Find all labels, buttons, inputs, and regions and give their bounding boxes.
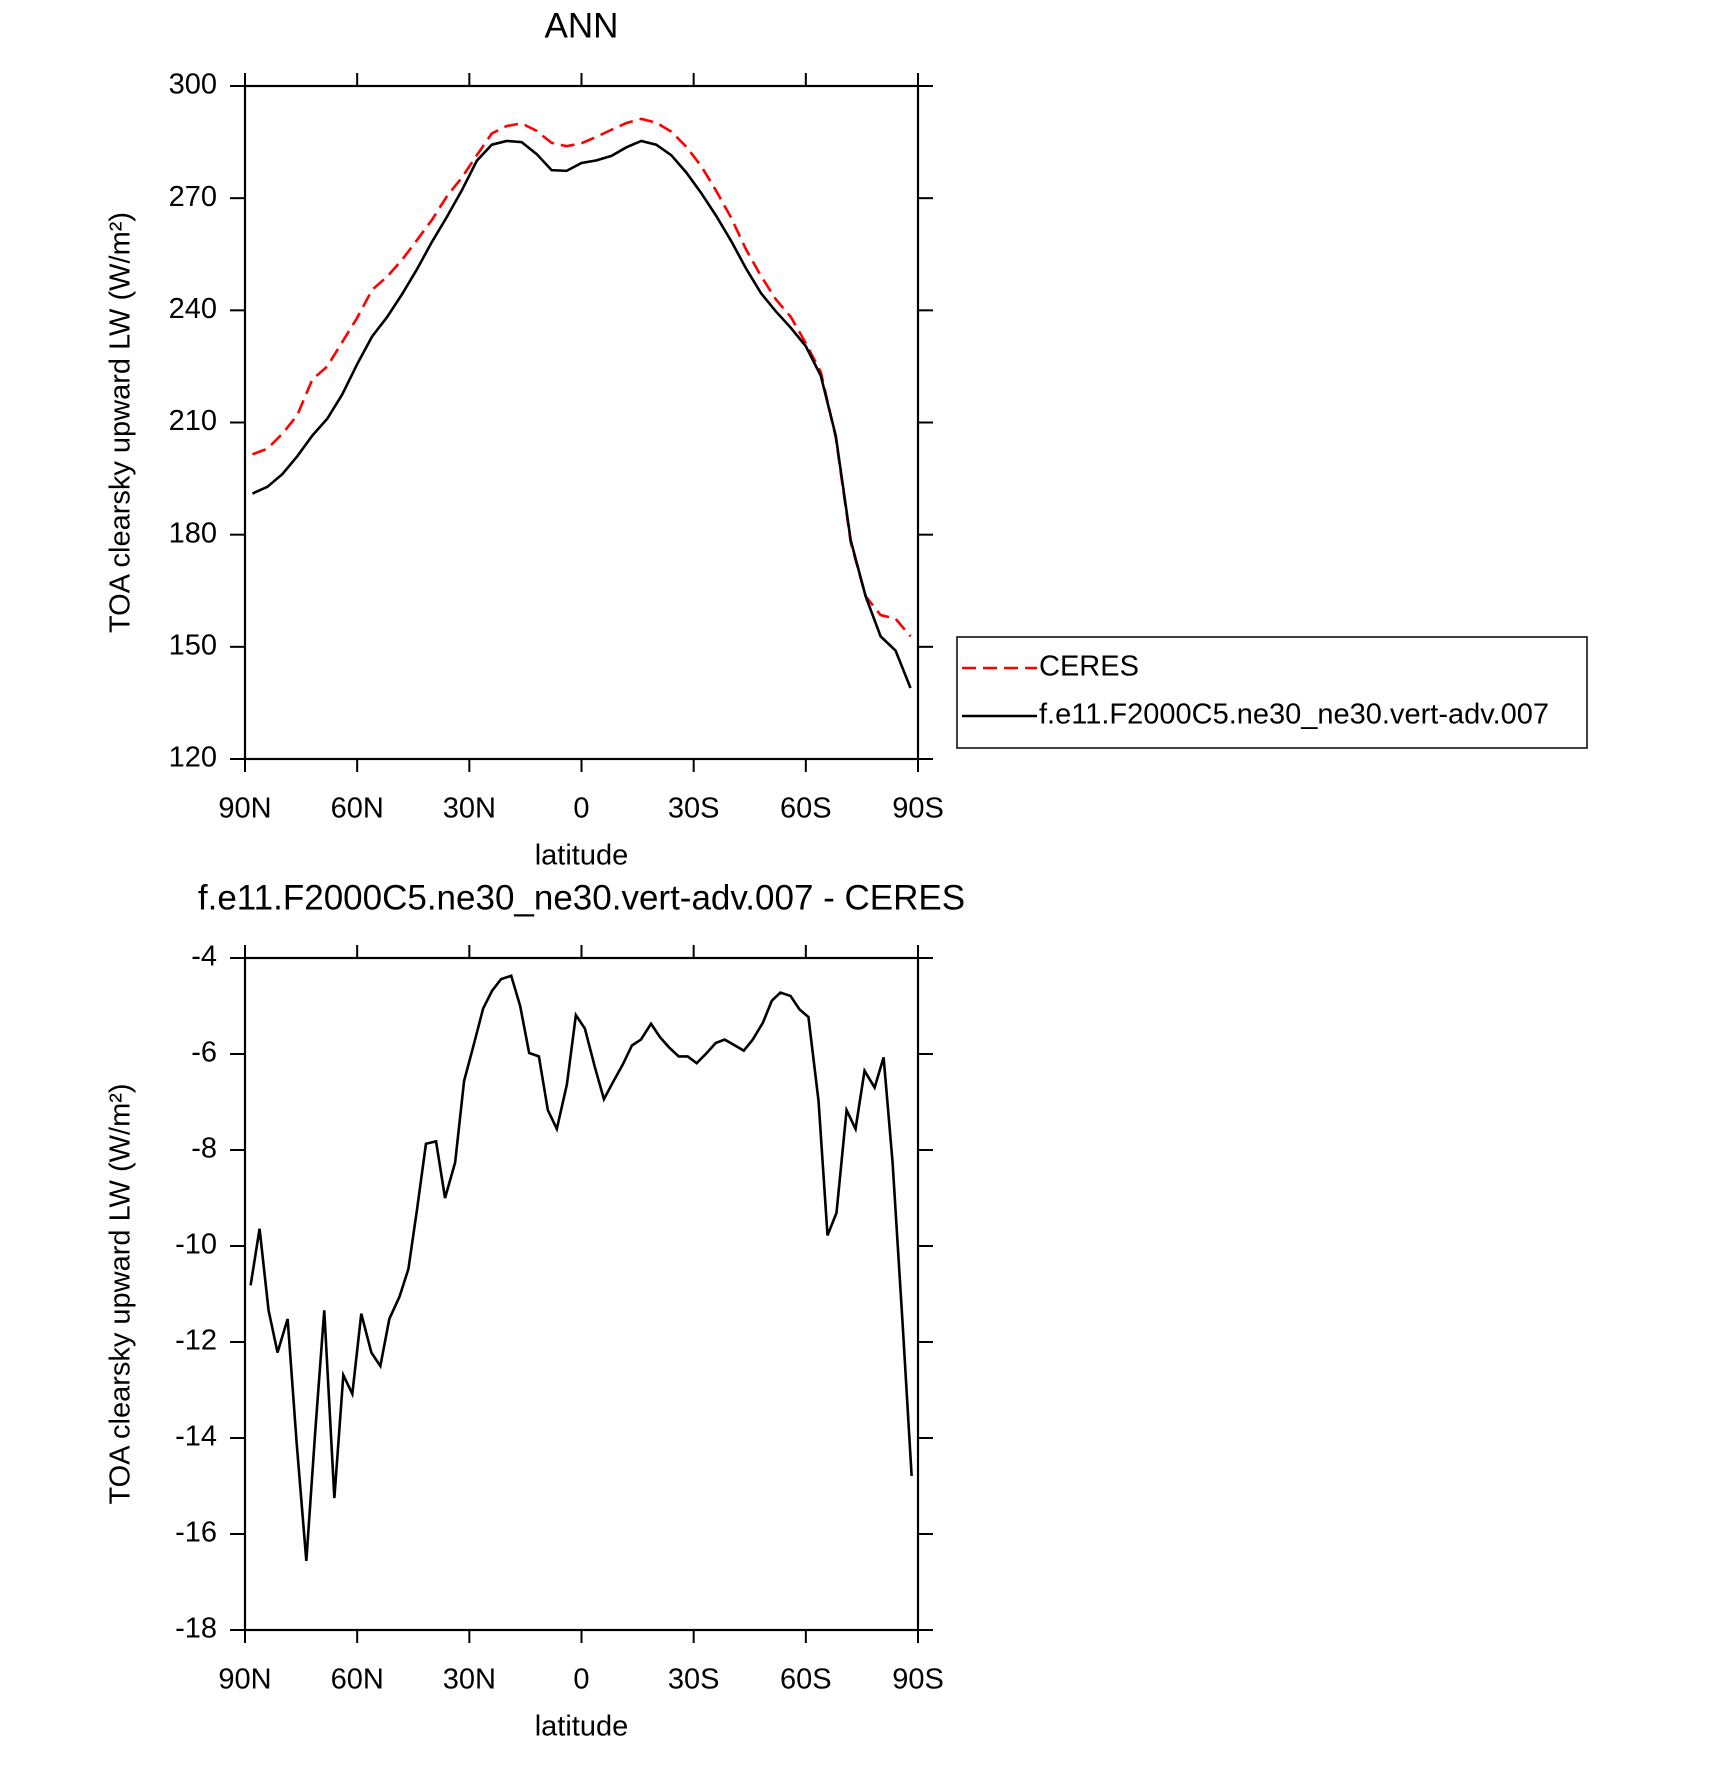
y-tick-label: -8	[191, 1133, 217, 1165]
x-tick-label: 60S	[780, 1664, 832, 1696]
legend-box	[956, 636, 1588, 749]
y-tick-label: 270	[169, 181, 217, 213]
y-tick-label: 240	[169, 293, 217, 325]
y-tick-label: -4	[191, 941, 217, 973]
plot-frame	[243, 84, 920, 761]
x-axis-label: latitude	[535, 1711, 629, 1743]
y-tick-label: -16	[175, 1517, 217, 1549]
y-axis-label: TOA clearsky upward LW (W/m²)	[105, 212, 137, 633]
x-tick-label: 0	[573, 1664, 589, 1696]
x-tick-label: 90N	[218, 1664, 271, 1696]
data-line	[249, 974, 913, 1561]
y-tick-label: 150	[169, 629, 217, 661]
x-tick-label: 30N	[443, 793, 496, 825]
x-tick-label: 30N	[443, 1664, 496, 1696]
data-line	[251, 139, 912, 689]
y-tick-label: -18	[175, 1613, 217, 1645]
chart-title: f.e11.F2000C5.ne30_ne30.vert-adv.007 - C…	[198, 878, 965, 917]
y-tick-label: 120	[169, 742, 217, 774]
x-tick-label: 90S	[892, 1664, 944, 1696]
y-tick-label: -12	[175, 1325, 217, 1357]
x-axis-label: latitude	[535, 840, 629, 872]
y-tick-label: 180	[169, 517, 217, 549]
x-tick-label: 0	[573, 793, 589, 825]
x-tick-label: 60S	[780, 793, 832, 825]
plot-frame	[243, 956, 920, 1632]
x-tick-label: 30S	[668, 793, 720, 825]
y-tick-label: 210	[169, 405, 217, 437]
x-tick-label: 60N	[331, 793, 384, 825]
chart-title: ANN	[545, 6, 619, 45]
y-axis-label: TOA clearsky upward LW (W/m²)	[105, 1083, 137, 1504]
x-tick-label: 90S	[892, 793, 944, 825]
legend-label: CERES	[1039, 651, 1139, 683]
legend-label: f.e11.F2000C5.ne30_ne30.vert-adv.007	[1039, 699, 1549, 731]
x-tick-label: 30S	[668, 1664, 720, 1696]
y-tick-label: -10	[175, 1229, 217, 1261]
y-tick-label: -6	[191, 1037, 217, 1069]
x-tick-label: 60N	[331, 1664, 384, 1696]
y-tick-label: 300	[169, 69, 217, 101]
y-tick-label: -14	[175, 1421, 217, 1453]
x-tick-label: 90N	[218, 793, 271, 825]
data-line	[252, 117, 912, 638]
